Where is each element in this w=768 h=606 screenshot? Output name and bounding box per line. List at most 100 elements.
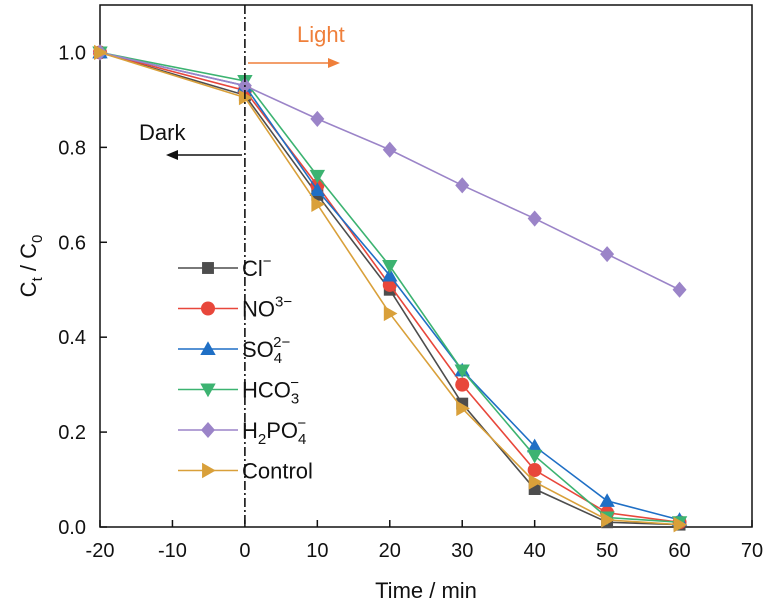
- x-tick-label: 50: [596, 540, 618, 562]
- marker-triangle-right: [456, 400, 470, 417]
- legend-sup: 3−: [275, 294, 292, 311]
- x-tick-label: 60: [668, 540, 690, 562]
- series-line: [99, 51, 680, 526]
- x-tick-label: 0: [239, 540, 250, 562]
- y-tick-label: 1.0: [58, 42, 86, 64]
- y-title-sub2: 0: [29, 235, 46, 243]
- y-tick-label: 0.8: [58, 137, 86, 159]
- legend: Cl−NO3−SO42−HCO3−H2PO4−Control: [178, 253, 313, 484]
- legend-base: HCO: [242, 378, 291, 403]
- legend-sup: −: [297, 415, 306, 432]
- marker-triangle-right: [238, 89, 253, 106]
- light-arrow-head: [328, 58, 340, 68]
- x-tick-label: 30: [451, 540, 473, 562]
- legend-label: H2PO4−: [242, 415, 306, 448]
- marker-triangle-right: [528, 474, 543, 490]
- marker-triangle-down: [382, 260, 398, 274]
- series-line: [99, 51, 680, 524]
- x-tick-label: 10: [306, 540, 328, 562]
- legend-sub: 2: [258, 431, 266, 448]
- legend-sup: −: [290, 375, 299, 392]
- series-line: [99, 51, 680, 526]
- marker-circle: [382, 277, 397, 292]
- marker-triangle-right: [311, 196, 326, 213]
- marker-circle: [201, 301, 215, 316]
- series-5: [93, 44, 687, 298]
- legend-sup: −: [263, 253, 272, 270]
- marker-triangle-down: [454, 364, 470, 379]
- marker-circle: [455, 377, 470, 392]
- y-tick-label: 0.6: [58, 232, 86, 254]
- marker-triangle-down: [200, 383, 216, 398]
- y-title-base2: C: [16, 243, 41, 259]
- marker-triangle-right: [383, 305, 398, 322]
- legend-sub: 3: [291, 391, 299, 408]
- annotation-layer: Light Dark: [139, 5, 345, 527]
- marker-circle: [527, 463, 542, 478]
- y-title-base: C: [16, 281, 41, 297]
- legend-item-2: NO3−: [178, 294, 292, 322]
- series-layer: [92, 44, 688, 533]
- y-tick-label: 0.0: [58, 517, 86, 539]
- legend-base: SO: [242, 337, 274, 362]
- series-line: [99, 51, 680, 521]
- y-title-sep: /: [16, 259, 41, 277]
- y-axis-title: Ct / C0: [16, 235, 46, 298]
- marker-diamond: [201, 421, 215, 439]
- marker-triangle-up: [599, 493, 615, 507]
- legend-label: Control: [242, 459, 313, 484]
- marker-diamond: [382, 141, 397, 158]
- legend-base: NO: [242, 297, 275, 322]
- marker-diamond: [672, 281, 687, 298]
- legend-sup: 2−: [273, 334, 290, 351]
- legend-sub: 4: [274, 350, 282, 367]
- marker-triangle-down: [526, 449, 543, 464]
- marker-triangle-up: [526, 438, 543, 453]
- legend-item-5: H2PO4−: [178, 415, 306, 448]
- x-tick-label: -20: [86, 540, 115, 562]
- marker-triangle-up: [382, 267, 398, 282]
- marker-diamond: [600, 246, 615, 263]
- x-tick-label: 20: [379, 540, 401, 562]
- legend-base: Cl: [242, 256, 263, 281]
- marker-triangle-up: [200, 341, 216, 355]
- legend-base: Control: [242, 459, 313, 484]
- marker-diamond: [527, 210, 542, 227]
- legend-item-6: Control: [178, 459, 313, 484]
- marker-square: [202, 262, 214, 274]
- dark-arrow-head: [166, 150, 178, 160]
- legend-label: NO3−: [242, 294, 292, 322]
- legend-label: Cl−: [242, 253, 272, 281]
- marker-diamond: [310, 110, 325, 127]
- marker-triangle-right: [94, 44, 108, 61]
- series-line: [99, 51, 680, 291]
- light-label: Light: [297, 22, 345, 47]
- marker-triangle-down: [309, 169, 326, 184]
- y-tick-label: 0.2: [58, 422, 86, 444]
- marker-square: [456, 397, 469, 410]
- legend-item-3: SO42−: [178, 334, 290, 367]
- legend-label: SO42−: [242, 334, 290, 367]
- y-tick-label: 0.4: [58, 327, 86, 349]
- legend-mid: PO: [266, 418, 298, 443]
- x-tick-label: 40: [524, 540, 546, 562]
- plot-frame: [99, 4, 753, 528]
- marker-triangle-right: [673, 516, 688, 533]
- series-line: [99, 51, 680, 524]
- series-2: [93, 45, 687, 530]
- legend-base: H: [242, 418, 258, 443]
- legend-sub2: 4: [298, 431, 306, 448]
- axes: -20 -10 0 10 20 30 40 50 60 700.00.20.40.60.81.0T…: [16, 4, 763, 603]
- series-6: [94, 44, 688, 533]
- x-axis-title: Time / min: [375, 578, 477, 603]
- y-title-sub: t: [29, 276, 46, 281]
- x-tick-label: 70: [741, 540, 763, 562]
- x-tick-label: -10: [158, 540, 187, 562]
- legend-item-1: Cl−: [178, 253, 272, 281]
- legend-label: HCO3−: [242, 375, 299, 408]
- legend-item-4: HCO3−: [178, 375, 299, 408]
- dark-label: Dark: [139, 120, 186, 145]
- marker-diamond: [455, 177, 470, 194]
- marker-triangle-right: [601, 512, 615, 528]
